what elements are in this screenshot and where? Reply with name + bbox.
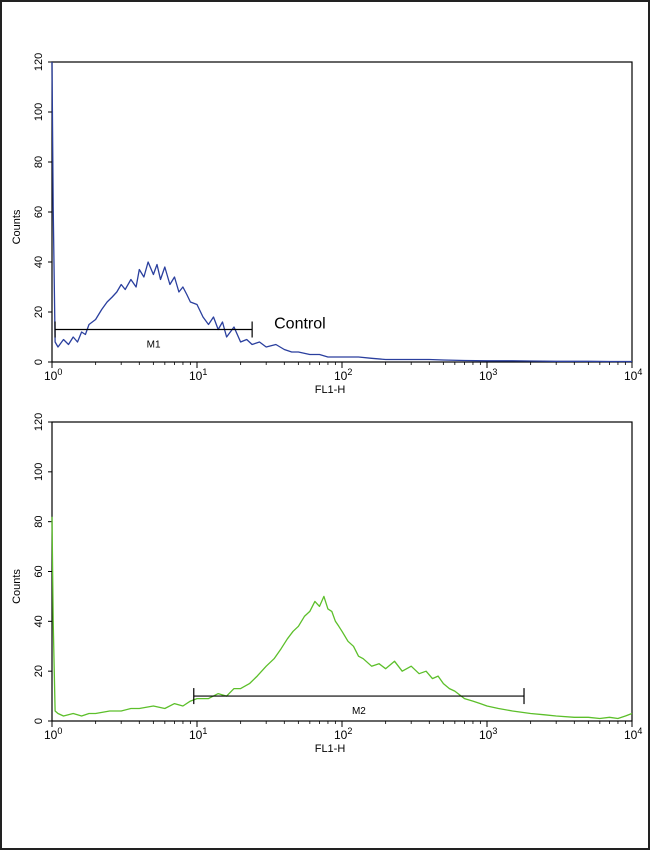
y-tick-label: 80 <box>33 156 45 168</box>
x-tick-exponent: 4 <box>637 367 642 377</box>
x-tick-label: 100 <box>44 726 62 742</box>
x-tick-label: 104 <box>624 367 642 383</box>
x-tick-base: 10 <box>189 369 203 383</box>
x-tick-label: 102 <box>334 726 352 742</box>
x-tick-exponent: 2 <box>347 726 352 736</box>
x-tick-base: 10 <box>189 728 203 742</box>
y-tick-label: 120 <box>33 413 45 431</box>
x-tick-base: 10 <box>334 728 348 742</box>
x-tick-exponent: 3 <box>492 367 497 377</box>
x-tick-base: 10 <box>624 728 638 742</box>
y-tick-label: 80 <box>33 516 45 528</box>
x-tick-exponent: 4 <box>637 726 642 736</box>
histogram-trace <box>51 516 633 720</box>
x-axis-label: FL1-H <box>315 384 346 396</box>
x-tick-exponent: 0 <box>57 726 62 736</box>
x-tick-base: 10 <box>44 728 58 742</box>
y-tick-label: 120 <box>33 53 45 71</box>
x-tick-label: 103 <box>479 726 497 742</box>
x-tick-label: 100 <box>44 367 62 383</box>
y-tick-label: 60 <box>33 565 45 577</box>
x-tick-label: 104 <box>624 726 642 742</box>
y-tick-label: 0 <box>33 718 45 724</box>
x-tick-base: 10 <box>479 369 493 383</box>
y-tick-label: 20 <box>33 306 45 318</box>
x-tick-exponent: 0 <box>57 367 62 377</box>
y-tick-label: 40 <box>33 256 45 268</box>
y-tick-label: 20 <box>33 665 45 677</box>
x-tick-label: 101 <box>189 367 207 383</box>
x-tick-label: 103 <box>479 367 497 383</box>
x-tick-label: 101 <box>189 726 207 742</box>
x-tick-base: 10 <box>479 728 493 742</box>
x-tick-exponent: 1 <box>202 367 207 377</box>
y-axis-label: Counts <box>11 209 23 244</box>
x-tick-exponent: 3 <box>492 726 497 736</box>
histogram-trace <box>51 61 632 363</box>
y-tick-label: 100 <box>33 103 45 121</box>
y-tick-label: 60 <box>33 206 45 218</box>
x-tick-exponent: 1 <box>202 726 207 736</box>
x-tick-label: 102 <box>334 367 352 383</box>
x-tick-exponent: 2 <box>347 367 352 377</box>
y-tick-label: 0 <box>33 359 45 365</box>
x-tick-base: 10 <box>624 369 638 383</box>
gate-label: M1 <box>147 340 161 351</box>
y-tick-label: 40 <box>33 615 45 627</box>
x-tick-base: 10 <box>44 369 58 383</box>
x-axis-label: FL1-H <box>315 743 346 755</box>
annotation-control: Control <box>274 316 326 333</box>
x-tick-base: 10 <box>334 369 348 383</box>
y-tick-label: 100 <box>33 463 45 481</box>
y-axis-label: Counts <box>11 569 23 604</box>
gate-label: M2 <box>352 706 366 717</box>
